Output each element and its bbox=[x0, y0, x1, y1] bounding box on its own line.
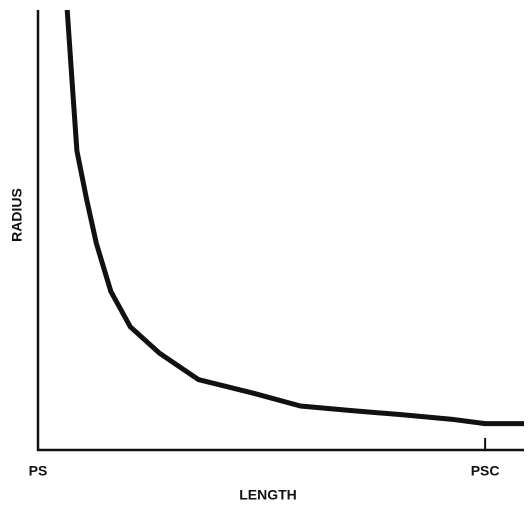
y-axis-label: RADIUS bbox=[9, 188, 25, 242]
x-tick-label: PSC bbox=[471, 463, 500, 479]
x-axis-label: LENGTH bbox=[239, 487, 297, 503]
curve bbox=[64, 9, 524, 427]
x-tick-label: PS bbox=[29, 463, 48, 479]
